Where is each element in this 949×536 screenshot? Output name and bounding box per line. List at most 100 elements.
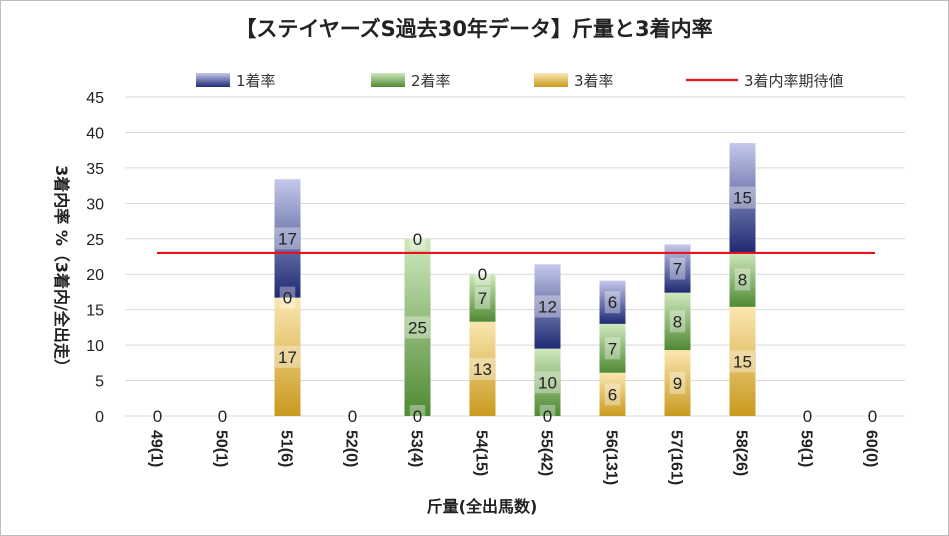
data-label: 0 xyxy=(348,407,357,426)
y-tick-label: 40 xyxy=(86,125,104,142)
x-tick-label: 54(15) xyxy=(473,430,490,476)
data-label: 15 xyxy=(733,352,752,371)
y-tick-label: 15 xyxy=(86,303,104,320)
bar-segment xyxy=(404,238,431,416)
data-label: 7 xyxy=(608,339,617,358)
data-label-bg xyxy=(604,291,621,314)
data-label: 0 xyxy=(803,407,812,426)
data-label: 0 xyxy=(413,407,422,426)
data-label-bg xyxy=(474,286,491,309)
x-tick-label: 52(0) xyxy=(343,430,360,467)
x-tick-label: 53(4) xyxy=(408,430,425,467)
data-label-bg xyxy=(344,405,361,427)
bar-segment xyxy=(729,143,756,253)
bar-segment xyxy=(469,274,496,322)
data-label-bg xyxy=(799,405,816,427)
x-tick-label: 50(1) xyxy=(213,430,230,467)
x-tick-label: 59(1) xyxy=(798,430,815,467)
data-label: 17 xyxy=(278,229,297,248)
bars xyxy=(274,143,756,416)
data-label-bg xyxy=(535,371,560,394)
y-tick-label: 45 xyxy=(86,90,104,107)
data-label: 0 xyxy=(413,230,422,249)
data-label-bg xyxy=(864,405,881,427)
data-label: 6 xyxy=(608,385,617,404)
data-label: 0 xyxy=(218,407,227,426)
legend-swatch xyxy=(534,73,568,87)
y-tick-label: 30 xyxy=(86,196,104,213)
data-label: 10 xyxy=(538,373,557,392)
gridlines xyxy=(125,96,905,417)
data-label: 25 xyxy=(408,318,427,337)
legend-swatch xyxy=(371,73,405,87)
legend-label: 1着率 xyxy=(236,72,276,90)
data-label: 15 xyxy=(733,189,752,208)
data-label-bg xyxy=(535,295,560,318)
data-label: 7 xyxy=(673,260,682,279)
x-tick-label: 49(1) xyxy=(148,430,165,467)
bar-segment xyxy=(664,292,691,351)
bar-segment xyxy=(469,321,496,416)
bar-segment xyxy=(534,348,561,416)
data-label-bg xyxy=(275,227,300,250)
data-label: 13 xyxy=(473,360,492,379)
data-label-bg xyxy=(669,310,686,333)
bar-segment xyxy=(664,350,691,416)
data-label-bg xyxy=(474,263,491,286)
data-label-bg xyxy=(214,405,231,427)
bar-segment xyxy=(534,264,561,349)
data-label-bg xyxy=(669,372,686,395)
data-label-bg xyxy=(734,268,751,291)
y-tick-label: 10 xyxy=(86,338,104,355)
x-axis-title: 斤量(全出馬数) xyxy=(427,497,538,516)
data-labels: 0 0 17 0 17 0 0 25 0 13 7 0 0 10 12 6 7 6 9 8 7 15 8 15 0 0 xyxy=(149,186,881,427)
data-label: 9 xyxy=(673,374,682,393)
y-tick-label: 0 xyxy=(95,409,104,426)
legend: 1着率 2着率 3着率 3着内率期待値 xyxy=(196,72,844,90)
data-label-bg xyxy=(409,405,426,427)
data-label-bg xyxy=(275,345,300,368)
legend-label: 3着率 xyxy=(574,72,614,90)
x-axis-ticks: 49(1) 50(1) 51(6) 52(0) 53(4) 54(15) 55(42) 56(… xyxy=(148,430,880,485)
data-label-bg xyxy=(279,286,296,309)
data-label: 12 xyxy=(538,297,557,316)
legend-label: 2着率 xyxy=(411,72,451,90)
data-label-bg xyxy=(405,316,430,339)
data-label: 0 xyxy=(868,407,877,426)
bar-segment xyxy=(274,297,301,416)
data-label: 0 xyxy=(543,407,552,426)
x-tick-label: 57(161) xyxy=(668,430,685,485)
data-label-bg xyxy=(730,350,755,373)
y-axis-ticks: 0 5 10 15 20 25 30 35 40 45 xyxy=(86,90,104,426)
legend-swatch xyxy=(196,73,230,87)
bar-segment xyxy=(274,179,301,298)
x-tick-label: 58(26) xyxy=(733,430,750,476)
data-label: 0 xyxy=(283,289,292,308)
bar-segment xyxy=(599,280,626,324)
data-label-bg xyxy=(730,186,755,209)
data-label: 17 xyxy=(278,348,297,367)
data-label: 0 xyxy=(153,407,162,426)
data-label: 0 xyxy=(478,265,487,284)
x-tick-label: 51(6) xyxy=(278,430,295,467)
data-label: 8 xyxy=(673,312,682,331)
bar-segment xyxy=(599,372,626,416)
data-label-bg xyxy=(539,405,556,427)
legend-label: 3着内率期待値 xyxy=(744,72,844,90)
x-tick-label: 56(131) xyxy=(603,430,620,485)
data-label: 8 xyxy=(738,271,747,290)
y-axis-title: 3着内率 %（3着内/全出走） xyxy=(52,165,71,375)
x-tick-label: 60(0) xyxy=(863,430,880,467)
y-tick-label: 20 xyxy=(86,267,104,284)
y-tick-label: 25 xyxy=(86,232,104,249)
data-label-bg xyxy=(409,227,426,250)
y-tick-label: 35 xyxy=(86,161,104,178)
data-label: 7 xyxy=(478,289,487,308)
data-label-bg xyxy=(604,383,621,406)
x-tick-label: 55(42) xyxy=(538,430,555,476)
chart-title: 【ステイヤーズS過去30年データ】斤量と3着内率 xyxy=(235,17,712,41)
bar-segment xyxy=(729,252,756,307)
data-label-bg xyxy=(669,257,686,280)
bar-segment xyxy=(729,306,756,416)
